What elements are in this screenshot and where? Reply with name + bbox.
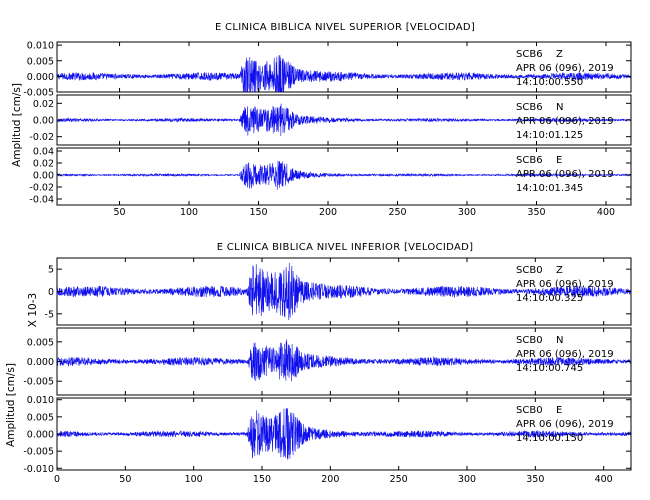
time-label: 14:10:01.345 bbox=[516, 183, 583, 194]
station-label: SCB0 bbox=[516, 335, 543, 346]
component-label: N bbox=[556, 102, 563, 113]
panel-scb6-z: 0.010 0.005 0.000 -0.005 SCB6 Z APR 06 (096), … bbox=[23, 41, 632, 99]
panel-frame bbox=[56, 41, 632, 93]
x-tick-label: 300 bbox=[458, 207, 476, 218]
y-tick-label: 0.00 bbox=[33, 171, 54, 182]
x-tick-label: 50 bbox=[119, 474, 131, 485]
chart-title-inferior: E CLINICA BIBLICA NIVEL INFERIOR [VELOCI… bbox=[217, 242, 474, 253]
date-label: APR 06 (096), 2019 bbox=[516, 349, 614, 360]
component-label: E bbox=[556, 155, 562, 166]
x-tick-label: 400 bbox=[595, 474, 613, 485]
y-tick-label: -0.04 bbox=[29, 195, 54, 206]
time-label: 14:10:00.150 bbox=[516, 433, 583, 444]
panel-scb0-n: 0.005 0.000 -0.005 SCB0 N APR 06 (096), 2019 1… bbox=[23, 327, 632, 396]
waveform-trace bbox=[56, 103, 632, 137]
x-tick-label: 100 bbox=[185, 474, 203, 485]
panel-scb0-z: 5 0 -5 SCB0 Z APR 06 (096), 2019 14:10:00.325 bbox=[45, 257, 632, 326]
y-tick-label: 0.000 bbox=[27, 430, 54, 441]
time-label: 14:10:01.125 bbox=[516, 130, 583, 141]
date-label: APR 06 (096), 2019 bbox=[516, 116, 614, 127]
component-label: N bbox=[556, 335, 563, 346]
y-tick-label: 0.04 bbox=[33, 147, 54, 158]
chart-title-superior: E CLINICA BIBLICA NIVEL SUPERIOR [VELOCI… bbox=[215, 22, 475, 33]
x-tick-label: 350 bbox=[526, 474, 544, 485]
y-tick-label: 0.005 bbox=[27, 56, 54, 67]
y-axis-label-superior: Amplitud [cm/s] bbox=[11, 83, 23, 167]
component-label: E bbox=[556, 405, 562, 416]
y-tick-label: -5 bbox=[45, 309, 54, 320]
y-tick-label: 0.010 bbox=[27, 41, 54, 52]
panel-scb0-e: 0.010 0.005 0.000 -0.005 -0.010 SCB0 E APR 06 (… bbox=[23, 395, 632, 475]
time-label: 14:10:00.325 bbox=[516, 293, 583, 304]
y-tick-label: 5 bbox=[48, 265, 54, 276]
y-tick-label: -0.005 bbox=[23, 88, 54, 99]
x-tick-label: 250 bbox=[390, 474, 408, 485]
y-tick-label: 0.02 bbox=[33, 159, 54, 170]
y-tick-label: 0.005 bbox=[27, 337, 54, 348]
y-tick-label: 0 bbox=[48, 287, 54, 298]
x-tick-label: 200 bbox=[319, 207, 337, 218]
waveform-trace bbox=[56, 407, 632, 460]
x-tick-label: 50 bbox=[113, 207, 125, 218]
chart-superior: E CLINICA BIBLICA NIVEL SUPERIOR [VELOCI… bbox=[11, 22, 632, 218]
y-tick-label: -0.005 bbox=[23, 447, 54, 458]
date-label: APR 06 (096), 2019 bbox=[516, 63, 614, 74]
x-tick-label: 300 bbox=[458, 474, 476, 485]
component-label: Z bbox=[556, 265, 563, 276]
y-tick-label: -0.005 bbox=[23, 377, 54, 388]
waveform-trace bbox=[56, 262, 632, 321]
time-label: 14:10:00.550 bbox=[516, 77, 583, 88]
y-axis-label-inferior: Amplitud [cm/s] bbox=[5, 363, 17, 447]
x-tick-label: 400 bbox=[597, 207, 615, 218]
y-tick-label: -0.02 bbox=[29, 132, 54, 143]
station-label: SCB0 bbox=[516, 405, 543, 416]
y-tick-label: 0.02 bbox=[33, 99, 54, 110]
waveform-trace bbox=[56, 55, 632, 93]
y-tick-label: 0.000 bbox=[27, 72, 54, 83]
chart-inferior: E CLINICA BIBLICA NIVEL INFERIOR [VELOCI… bbox=[5, 242, 632, 485]
panels-superior: 0.010 0.005 0.000 -0.005 SCB6 Z APR 06 (096), … bbox=[23, 41, 632, 218]
date-label: APR 06 (096), 2019 bbox=[516, 419, 614, 430]
x-tick-label: 150 bbox=[249, 207, 267, 218]
x-tick-label: 0 bbox=[54, 474, 60, 485]
y-tick-label: 0.010 bbox=[27, 395, 54, 406]
station-label: SCB0 bbox=[516, 265, 543, 276]
y-tick-label: 0.005 bbox=[27, 412, 54, 423]
date-label: APR 06 (096), 2019 bbox=[516, 169, 614, 180]
y-tick-label: -0.010 bbox=[23, 464, 54, 475]
station-label: SCB6 bbox=[516, 102, 543, 113]
panel-scb6-e: 0.040.020.00-0.02-0.04 SCB6 E APR 06 (096),… bbox=[29, 147, 632, 206]
x-tick-label: 100 bbox=[180, 207, 198, 218]
y-tick-label: -0.02 bbox=[29, 183, 54, 194]
station-label: SCB6 bbox=[516, 155, 543, 166]
y-axis-multiplier-inferior: X 10-3 bbox=[27, 293, 39, 327]
panel-frame bbox=[56, 147, 632, 206]
x-tick-label: 200 bbox=[321, 474, 339, 485]
panel-scb6-n: 0.02 0.00 -0.02 SCB6 N APR 06 (096), 2019 14:1… bbox=[29, 94, 632, 146]
waveform-trace bbox=[56, 339, 632, 382]
x-tick-label: 150 bbox=[253, 474, 271, 485]
y-tick-label: 0.00 bbox=[33, 116, 54, 127]
waveform-trace bbox=[56, 160, 632, 190]
time-label: 14:10:00.745 bbox=[516, 363, 583, 374]
station-label: SCB6 bbox=[516, 49, 543, 60]
x-tick-label: 250 bbox=[388, 207, 406, 218]
component-label: Z bbox=[556, 49, 563, 60]
date-label: APR 06 (096), 2019 bbox=[516, 279, 614, 290]
y-tick-label: 0.000 bbox=[27, 357, 54, 368]
x-tick-label: 350 bbox=[527, 207, 545, 218]
